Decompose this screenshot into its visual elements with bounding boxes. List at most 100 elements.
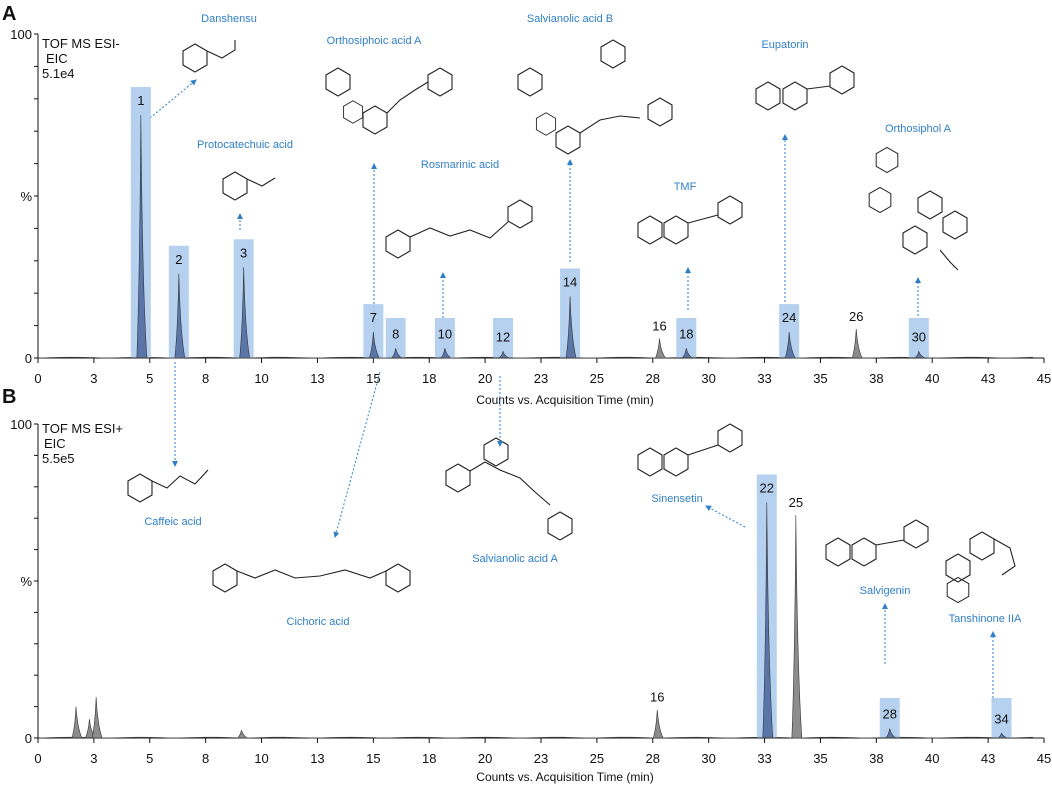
- peak-number-label: 2: [175, 252, 182, 267]
- peak-number-label: 7: [370, 310, 377, 325]
- peak: [681, 348, 694, 359]
- structure-ring: [385, 229, 411, 259]
- x-tick-label: 25: [590, 371, 604, 386]
- structure-bond: [993, 538, 1016, 576]
- compound-label: Tanshinone IIA: [949, 613, 1022, 625]
- x-tick-label: 8: [202, 371, 209, 386]
- panel-b-info-line-3: 5.5e5: [42, 451, 75, 466]
- peak-highlight-box: [363, 304, 384, 358]
- panel-a-x-axis-title: Counts vs. Acquisition Time (min): [476, 393, 653, 407]
- peak: [239, 267, 251, 359]
- compound-label: Danshensu: [201, 13, 257, 25]
- x-tick-label: 23: [534, 371, 548, 386]
- structure-bond: [151, 469, 209, 489]
- x-tick-label: 43: [981, 371, 995, 386]
- compound-label: TMF: [674, 181, 697, 193]
- peak-highlight-box: [879, 698, 900, 738]
- panel-a: A TOF MS ESI- EIC 5.1e4 Danshensu Protoca…: [2, 3, 1051, 407]
- compound-label: Cichoric acid: [287, 616, 350, 628]
- peak-highlight-box: [434, 318, 455, 358]
- compound-label: Salvianolic acid B: [527, 13, 613, 25]
- structure-ring: [637, 447, 663, 477]
- structure-ring: [212, 563, 238, 593]
- x-tick-label: 33: [757, 371, 771, 386]
- compound-label: Protocatechuic acid: [197, 139, 293, 151]
- peak-number-label: 25: [789, 495, 803, 510]
- x-tick-label: 15: [366, 751, 380, 766]
- x-tick-label: 45: [1037, 751, 1051, 766]
- structure-ring: [325, 67, 351, 97]
- structure-ring: [903, 519, 929, 549]
- x-tick-label: 35: [813, 751, 827, 766]
- structure-ring: [782, 81, 808, 111]
- peak: [652, 709, 664, 739]
- peak-number-label: 18: [679, 326, 693, 341]
- peak-highlight-box: [908, 318, 929, 358]
- peak: [997, 732, 1008, 739]
- peak: [784, 332, 796, 359]
- panel-b-plot: 100%00 3 5 8 10 13 15 18 20 23 25 28 30 33 35 38 40 43 451…: [10, 417, 1051, 766]
- structure-ring: [825, 537, 851, 567]
- panel-b-info: TOF MS ESI+ EIC 5.5e5: [42, 421, 123, 466]
- y-tick-label: 0: [25, 351, 32, 366]
- x-tick-label: 40: [925, 751, 939, 766]
- x-tick-label: 18: [422, 371, 436, 386]
- x-tick-label: 28: [646, 751, 660, 766]
- annotation-arrow: [705, 505, 746, 528]
- x-tick-label: 3: [90, 751, 97, 766]
- baseline-trace: [37, 356, 1033, 359]
- x-tick-label: 10: [254, 371, 268, 386]
- x-tick-label: 3: [90, 371, 97, 386]
- x-tick-label: 0: [34, 371, 41, 386]
- peak: [391, 348, 403, 359]
- structure-ring: [517, 67, 543, 97]
- x-tick-label: 30: [701, 751, 715, 766]
- x-tick-label: 15: [366, 371, 380, 386]
- peak: [791, 515, 803, 739]
- structure-ring: [946, 576, 970, 604]
- panel-b-structures: Caffeic acid Cichoric acid Salvianolic aci…: [127, 362, 1022, 702]
- y-tick-label: 100: [10, 27, 32, 42]
- annotation-arrow: [333, 371, 381, 538]
- panel-a-plot: 100%00 3 5 8 10 13 15 18 20 23 25 28 30 33 35 38 40 43 451…: [10, 27, 1051, 386]
- peak: [762, 502, 774, 739]
- peak: [655, 338, 667, 359]
- peak-number-label: 16: [650, 690, 664, 705]
- x-tick-label: 28: [646, 371, 660, 386]
- structure-ring: [868, 186, 892, 214]
- compound-label: Rosmarinic acid: [421, 159, 499, 171]
- panel-b-letter: B: [2, 386, 16, 408]
- peak-highlight-box: [991, 698, 1012, 738]
- compound-label: Orthosiphol A: [885, 123, 952, 135]
- panel-b-x-axis-title: Counts vs. Acquisition Time (min): [476, 770, 653, 784]
- structure-bond: [409, 221, 509, 239]
- peak: [136, 114, 148, 359]
- panel-a-info-line-3: 5.1e4: [42, 66, 75, 81]
- structure-ring: [969, 531, 995, 561]
- x-tick-label: 43: [981, 751, 995, 766]
- x-tick-label: 38: [869, 751, 883, 766]
- structure-ring: [717, 195, 743, 225]
- peak: [885, 728, 897, 739]
- structure-bond: [206, 40, 236, 59]
- panel-b-info-line-2: EIC: [44, 436, 66, 451]
- peak-number-label: 22: [760, 481, 774, 496]
- peak-number-label: 28: [883, 707, 897, 722]
- structure-ring: [507, 199, 533, 229]
- peak: [565, 296, 577, 359]
- structure-bond: [687, 214, 719, 224]
- structure-ring: [942, 210, 968, 240]
- structure-ring: [445, 463, 471, 493]
- x-tick-label: 0: [34, 751, 41, 766]
- peak-number-label: 14: [563, 274, 577, 289]
- compound-label: Caffeic acid: [144, 516, 201, 528]
- peak: [174, 273, 186, 359]
- structure-ring: [902, 225, 928, 255]
- structure-ring: [917, 190, 943, 220]
- structure-ring: [535, 112, 557, 136]
- structure-ring: [427, 67, 453, 97]
- x-tick-label: 25: [590, 751, 604, 766]
- peak: [440, 348, 452, 359]
- structure-bond: [687, 444, 719, 456]
- x-tick-label: 40: [925, 371, 939, 386]
